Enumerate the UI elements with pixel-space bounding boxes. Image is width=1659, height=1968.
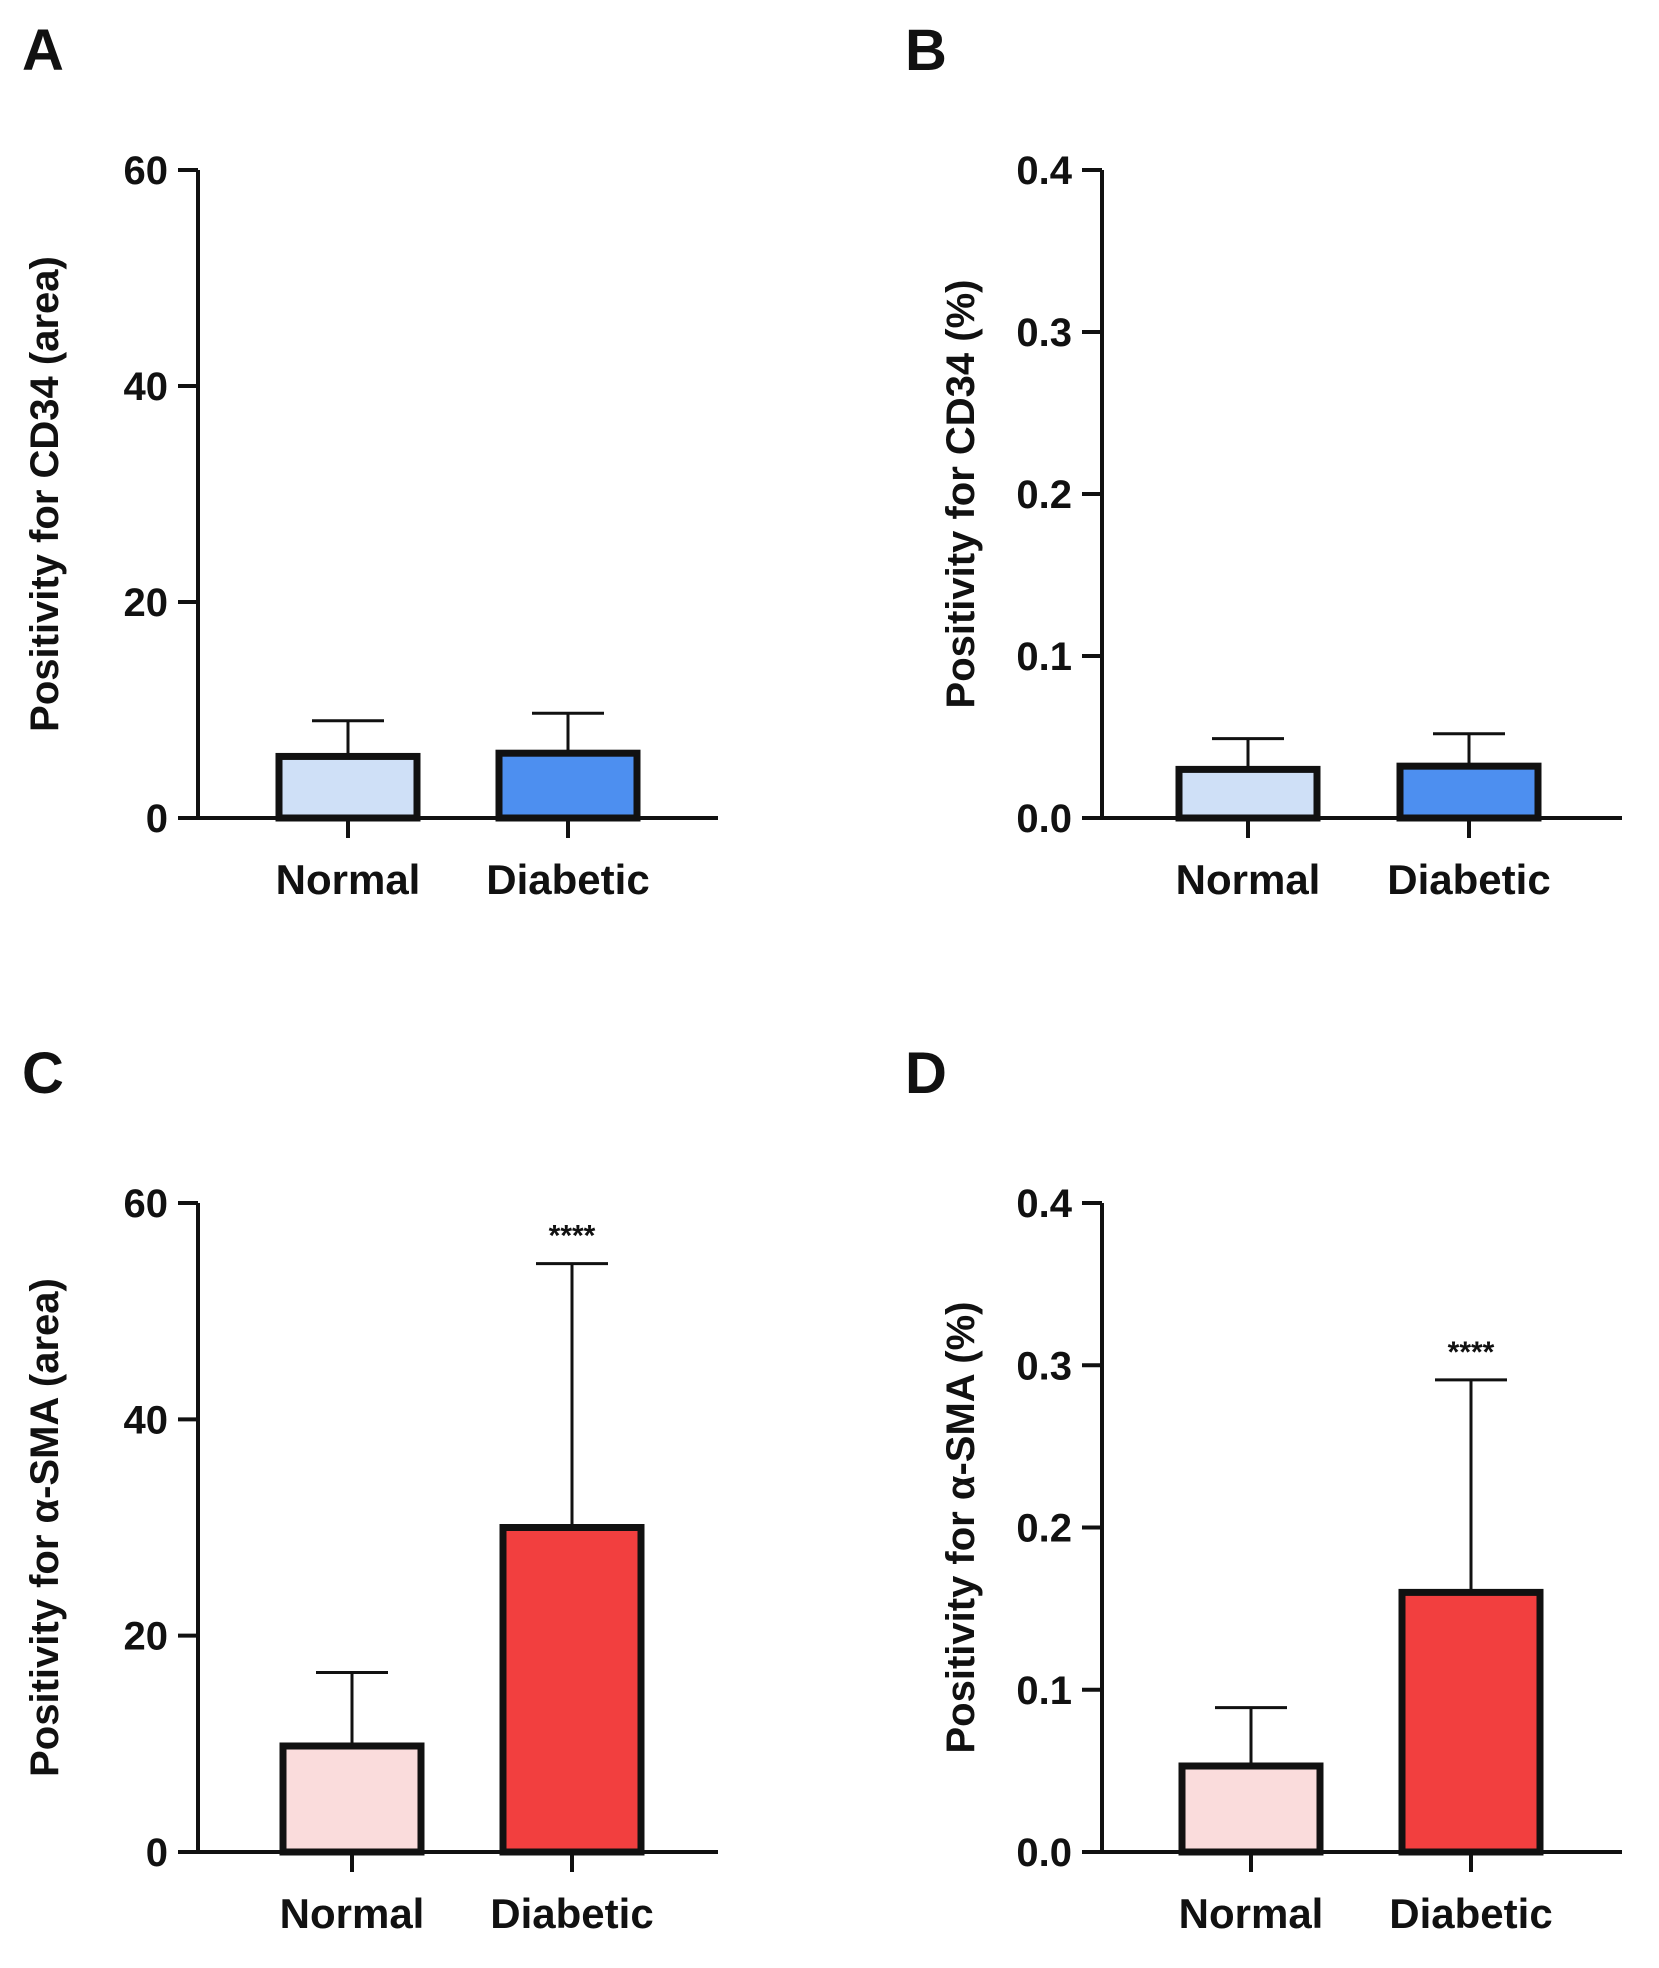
x-tick-label-c-diabetic: Diabetic [490,1890,653,1937]
y-tick-label-d: 0.4 [1016,1182,1072,1226]
y-tick-label-a: 20 [124,581,169,625]
y-axis-title-d: Positivity for α-SMA (%) [939,1301,983,1753]
y-tick-label-c: 60 [124,1182,169,1226]
y-axis-title-b: Positivity for CD34 (%) [939,280,983,709]
bar-b-diabetic [1396,762,1542,822]
panel-label-d: D [905,1041,947,1106]
bar-c-diabetic [499,1524,645,1856]
y-axis-title-c: Positivity for α-SMA (area) [23,1278,67,1777]
y-tick-label-b: 0.0 [1016,797,1072,841]
x-tick-label-a-normal: Normal [276,856,421,903]
x-tick-label-d-normal: Normal [1179,1890,1324,1937]
bar-a-normal [275,752,421,822]
bar-d-normal [1178,1762,1324,1856]
y-tick-label-a: 40 [124,365,169,409]
y-tick-label-b: 0.1 [1016,635,1072,679]
x-tick-label-b-normal: Normal [1176,856,1321,903]
x-tick-label-c-normal: Normal [280,1890,425,1937]
y-tick-label-a: 0 [146,797,168,841]
y-tick-label-c: 0 [146,1831,168,1875]
y-tick-label-d: 0.2 [1016,1507,1072,1551]
bar-a-diabetic [495,749,641,822]
y-tick-label-d: 0.1 [1016,1669,1072,1713]
panel-label-a: A [22,18,64,83]
y-tick-label-c: 20 [124,1615,169,1659]
x-tick-label-b-diabetic: Diabetic [1387,856,1550,903]
x-tick-label-d-diabetic: Diabetic [1389,1890,1552,1937]
panel-label-c: C [22,1041,64,1106]
bar-d-diabetic [1398,1588,1544,1856]
x-tick-label-a-diabetic: Diabetic [486,856,649,903]
bar-b-normal [1175,765,1321,822]
bar-c-normal [279,1742,425,1856]
y-tick-label-a: 60 [124,149,169,193]
significance-marker-d: **** [1448,1336,1495,1369]
panel-label-b: B [905,18,947,83]
y-axis-title-a: Positivity for CD34 (area) [23,256,67,732]
y-tick-label-b: 0.4 [1016,149,1072,193]
y-tick-label-d: 0.0 [1016,1831,1072,1875]
y-tick-label-d: 0.3 [1016,1344,1072,1388]
y-tick-label-b: 0.2 [1016,473,1072,517]
y-tick-label-c: 40 [124,1398,169,1442]
significance-marker-c: **** [549,1220,596,1253]
y-tick-label-b: 0.3 [1016,311,1072,355]
